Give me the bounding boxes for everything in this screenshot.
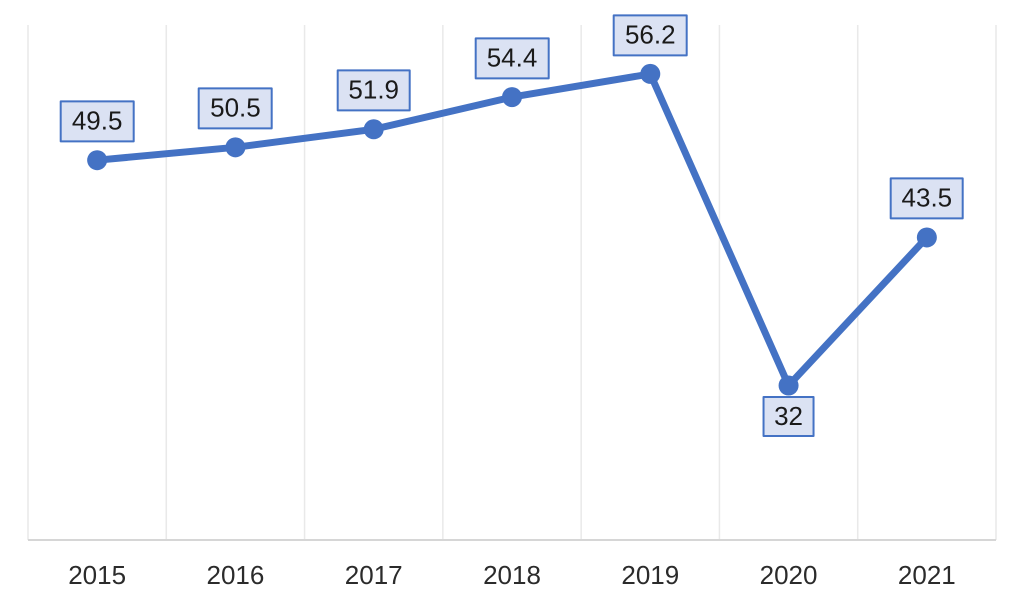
- data-label: 49.5: [59, 100, 135, 143]
- x-axis-tick-label: 2017: [344, 560, 403, 590]
- x-axis-tick-label: 2021: [897, 560, 956, 590]
- data-label: 43.5: [889, 177, 965, 220]
- data-point-marker: [87, 150, 108, 171]
- x-axis-tick-label: 2015: [68, 560, 127, 590]
- x-axis-tick-label: 2019: [621, 560, 680, 590]
- data-label: 56.2: [612, 14, 688, 56]
- data-label: 32: [762, 395, 816, 438]
- x-axis-tick-label: 2016: [206, 560, 265, 590]
- data-point-marker: [640, 63, 661, 84]
- x-axis-tick-label: 2018: [483, 560, 541, 590]
- data-point-marker: [363, 119, 384, 140]
- data-point-marker: [778, 375, 799, 396]
- data-point-marker: [502, 87, 522, 108]
- data-label: 54.4: [474, 37, 550, 80]
- data-point-marker: [225, 137, 246, 158]
- data-label: 51.9: [336, 69, 412, 112]
- data-point-marker: [916, 227, 937, 248]
- data-label: 50.5: [198, 87, 273, 130]
- x-axis-tick-label: 2020: [759, 560, 818, 590]
